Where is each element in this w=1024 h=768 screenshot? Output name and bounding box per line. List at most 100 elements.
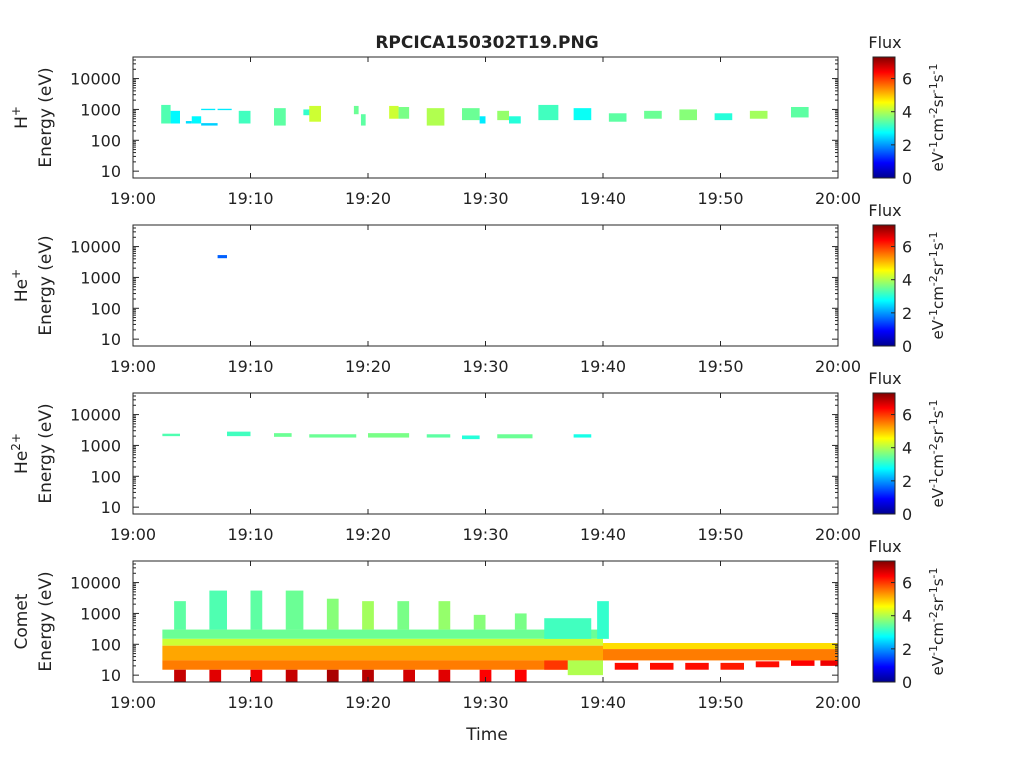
unit-exponent: -1 bbox=[927, 567, 940, 578]
unit-symbol: cm bbox=[929, 118, 947, 141]
colorbar-tick-label: 6 bbox=[902, 70, 912, 89]
colorbar-title: Flux bbox=[868, 369, 901, 388]
heatmap-cell bbox=[285, 669, 298, 682]
x-tick-label: 20:00 bbox=[815, 525, 861, 544]
heatmap-cell bbox=[174, 669, 186, 682]
heatmap-cell bbox=[514, 669, 527, 682]
heatmap-cell bbox=[353, 105, 359, 115]
heatmap-cell bbox=[791, 660, 815, 666]
heatmap-cell bbox=[274, 108, 286, 126]
heatmap-cell bbox=[274, 433, 292, 437]
heatmap-cell bbox=[567, 660, 603, 676]
heatmap-cell bbox=[217, 255, 227, 259]
x-tick-label: 19:40 bbox=[580, 189, 626, 208]
heatmap-cell bbox=[573, 108, 592, 121]
heatmap-cell bbox=[174, 601, 186, 630]
heatmap-cell bbox=[479, 116, 486, 124]
x-tick-label: 20:00 bbox=[815, 693, 861, 712]
unit-symbol: s bbox=[929, 578, 947, 586]
x-tick-label: 19:50 bbox=[697, 525, 743, 544]
x-tick-label: 19:20 bbox=[345, 525, 391, 544]
unit-exponent: -1 bbox=[927, 231, 940, 242]
x-tick-label: 19:00 bbox=[110, 525, 156, 544]
plot-frame bbox=[132, 392, 839, 515]
unit-exponent: -1 bbox=[927, 63, 940, 74]
x-tick-label: 19:50 bbox=[697, 189, 743, 208]
colorbar-tick-label: 4 bbox=[902, 271, 912, 290]
heatmap-cell bbox=[820, 660, 838, 666]
heatmap-cell bbox=[720, 662, 744, 670]
unit-exponent: -2 bbox=[927, 443, 940, 454]
heatmap-cell bbox=[201, 108, 216, 111]
y-tick-label: 100 bbox=[90, 299, 121, 318]
colorbar-tick-label: 0 bbox=[902, 673, 912, 692]
unit-exponent: -1 bbox=[927, 399, 940, 410]
y-axis-energy-label: Energy (eV) bbox=[36, 403, 56, 503]
y-tick-label: 10000 bbox=[70, 70, 121, 89]
y-tick-label: 10 bbox=[101, 162, 121, 181]
colorbar-tick-label: 4 bbox=[902, 103, 912, 122]
heatmap-cell bbox=[438, 669, 451, 682]
colorbar-tick-label: 6 bbox=[902, 238, 912, 257]
colorbar-unit-label: eV-1cm-2sr-1s-1 bbox=[927, 567, 948, 675]
unit-symbol: sr bbox=[929, 92, 947, 107]
x-tick-label: 19:20 bbox=[345, 357, 391, 376]
y-tick-label: 10 bbox=[101, 666, 121, 685]
unit-exponent: -1 bbox=[927, 645, 940, 656]
heatmap-cell bbox=[538, 104, 559, 121]
heatmap-cell bbox=[326, 598, 339, 630]
x-tick-label: 19:30 bbox=[462, 357, 508, 376]
heatmap-cell bbox=[426, 434, 451, 438]
y-axis-energy-label: Energy (eV) bbox=[36, 235, 56, 335]
y-tick-label: 10000 bbox=[70, 238, 121, 257]
heatmap-cells bbox=[162, 431, 592, 440]
colorbar-tick-label: 4 bbox=[902, 607, 912, 626]
heatmap-cell bbox=[368, 433, 410, 438]
y-tick-label: 1000 bbox=[80, 436, 121, 455]
heatmap-cell bbox=[250, 669, 263, 682]
heatmap-cell bbox=[479, 669, 492, 682]
colorbar-tick-label: 2 bbox=[902, 304, 912, 323]
unit-exponent: -1 bbox=[927, 477, 940, 488]
y-axis-species-label: Comet bbox=[12, 593, 32, 649]
y-tick-label: 100 bbox=[90, 131, 121, 150]
y-tick-label: 10 bbox=[101, 330, 121, 349]
colorbar-gradient bbox=[872, 56, 896, 179]
colorbar-gradient bbox=[872, 560, 896, 683]
unit-exponent: -1 bbox=[927, 309, 940, 320]
x-tick-label: 19:50 bbox=[697, 693, 743, 712]
y-axis-species-label: H+ bbox=[9, 106, 32, 129]
y-axis-energy-label: Energy (eV) bbox=[36, 571, 56, 671]
x-tick-label: 19:10 bbox=[227, 525, 273, 544]
heatmap-cell bbox=[426, 108, 445, 126]
unit-symbol: cm bbox=[929, 286, 947, 309]
unit-exponent: -1 bbox=[927, 418, 940, 429]
heatmap-cell bbox=[603, 649, 838, 661]
heatmap-cell bbox=[462, 435, 480, 440]
plot-frame bbox=[132, 224, 839, 347]
figure-title: RPCICA150302T19.PNG bbox=[375, 33, 598, 53]
unit-exponent: -1 bbox=[927, 141, 940, 152]
x-tick-label: 19:30 bbox=[462, 189, 508, 208]
heatmap-cell bbox=[185, 121, 192, 124]
colorbar-tick-label: 2 bbox=[902, 640, 912, 659]
heatmap-cell bbox=[326, 669, 339, 682]
unit-symbol: cm bbox=[929, 622, 947, 645]
unit-symbol: s bbox=[929, 410, 947, 418]
y-axis-energy-label: Energy (eV) bbox=[36, 67, 56, 167]
heatmap-cell bbox=[162, 638, 603, 646]
panel-hplus: 19:00 19:10 19:20 19:30 19:40 19:50 20:00 10 100… bbox=[9, 33, 947, 208]
unit-exponent: -2 bbox=[927, 611, 940, 622]
heatmap-cells bbox=[162, 590, 838, 682]
heatmap-cell bbox=[403, 669, 415, 682]
heatmap-cell bbox=[191, 116, 202, 124]
colorbar-unit-label: eV-1cm-2sr-1s-1 bbox=[927, 231, 948, 339]
heatmap-cell bbox=[438, 601, 451, 630]
x-axis-label: Time bbox=[465, 725, 508, 745]
y-tick-label: 10000 bbox=[70, 574, 121, 593]
heatmap-cell bbox=[685, 662, 709, 670]
unit-symbol: cm bbox=[929, 454, 947, 477]
unit-symbol: eV bbox=[929, 655, 947, 675]
